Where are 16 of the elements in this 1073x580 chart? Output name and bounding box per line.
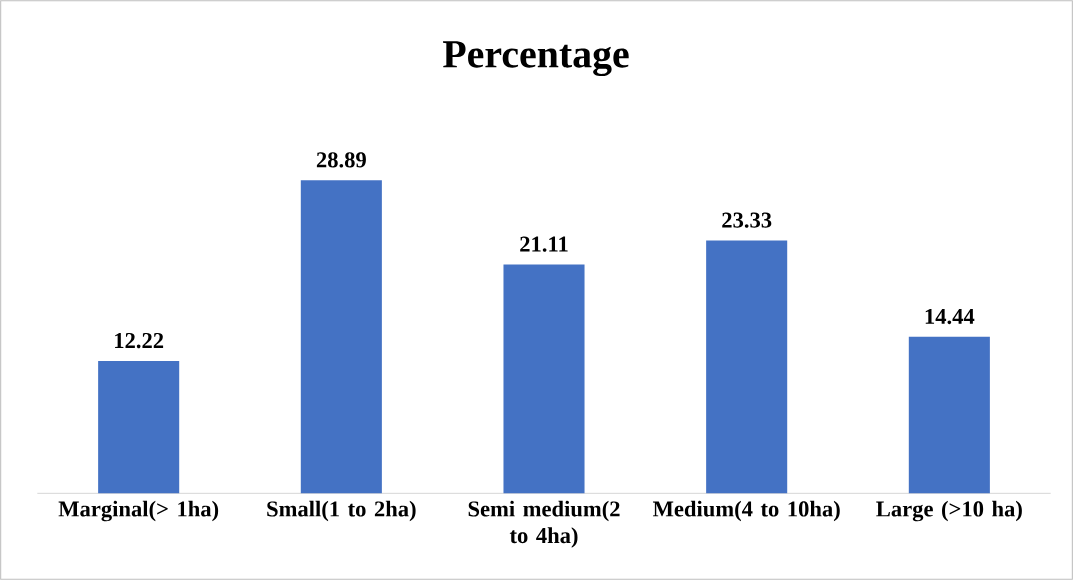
bar (300, 180, 382, 494)
x-tick-label: Medium(4 to 10ha) (652, 500, 840, 522)
data-label: 23.33 (722, 212, 772, 228)
data-label: 21.11 (520, 236, 568, 252)
chart-title: Percentage (443, 41, 629, 77)
bar (503, 264, 585, 494)
x-tick-label: Marginal(> 1ha) (58, 500, 219, 522)
data-label: 14.44 (925, 308, 975, 325)
x-tick-label: Semi medium(2 to 4ha) (468, 500, 620, 548)
data-label: 12.22 (115, 332, 164, 349)
data-label: 28.89 (316, 152, 366, 168)
bar (98, 360, 180, 494)
x-tick-label: Large (>10 ha) (876, 500, 1022, 522)
bar (706, 240, 788, 494)
bar (908, 336, 990, 494)
x-tick-label: Small(1 to 2ha) (267, 500, 416, 522)
